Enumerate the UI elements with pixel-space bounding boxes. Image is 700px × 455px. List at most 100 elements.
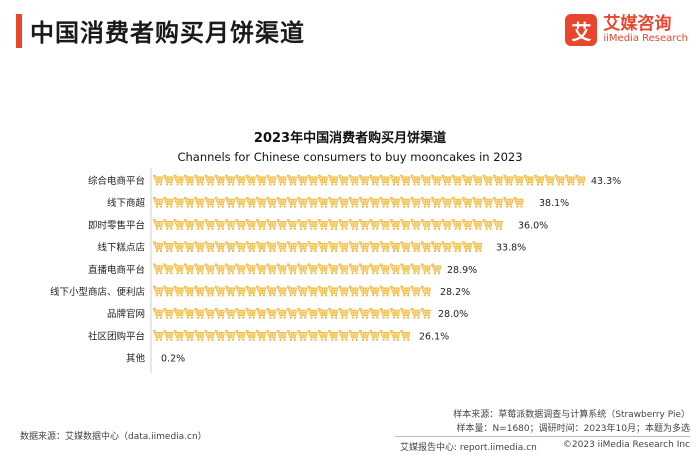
category-label: 即时零售平台 bbox=[88, 219, 145, 231]
cart-icon bbox=[451, 174, 462, 186]
cart-icon bbox=[286, 307, 297, 320]
cart-icon bbox=[400, 174, 411, 186]
cart-icon bbox=[389, 196, 400, 209]
cart-icon bbox=[153, 263, 163, 275]
cart-icon bbox=[276, 241, 287, 253]
cart-icon bbox=[492, 174, 503, 186]
category-label: 品牌官网 bbox=[107, 308, 145, 320]
cart-icon bbox=[286, 219, 297, 231]
cart-icon bbox=[482, 174, 493, 186]
cart-icon bbox=[317, 307, 328, 320]
cart-icon bbox=[451, 241, 462, 253]
copyright: ©2023 iiMedia Research Inc bbox=[562, 440, 690, 450]
cart-icon bbox=[348, 263, 359, 275]
cart-icon bbox=[183, 174, 194, 186]
cart-icon bbox=[420, 219, 431, 231]
cart-icon bbox=[410, 263, 421, 275]
cart-icon bbox=[431, 174, 442, 186]
cart-icon bbox=[194, 330, 205, 342]
cart-icon bbox=[297, 196, 308, 209]
chart-subtitle: Channels for Chinese consumers to buy mo… bbox=[177, 150, 523, 164]
cart-icon bbox=[359, 307, 369, 320]
cart-icon bbox=[276, 219, 287, 231]
footer-divider bbox=[395, 436, 690, 437]
cart-icon bbox=[173, 196, 184, 209]
cart-icon bbox=[472, 174, 483, 186]
cart-icon bbox=[235, 263, 246, 275]
cart-icon bbox=[410, 241, 421, 253]
cart-icon bbox=[245, 219, 256, 231]
cart-icon bbox=[194, 285, 205, 297]
cart-icon bbox=[328, 219, 339, 231]
cart-icon bbox=[338, 263, 349, 275]
cart-icon bbox=[256, 330, 266, 342]
cart-icon bbox=[286, 263, 297, 275]
cart-icon bbox=[410, 196, 421, 209]
cart-icon bbox=[400, 196, 411, 209]
cart-icon bbox=[225, 285, 236, 297]
cart-icon bbox=[276, 263, 287, 275]
value-label: 33.8% bbox=[496, 243, 526, 254]
category-label: 其他 bbox=[126, 353, 146, 365]
logo-mark-icon: 艾 bbox=[565, 14, 598, 46]
cart-icon bbox=[225, 330, 236, 342]
cart-icon bbox=[183, 263, 194, 275]
cart-icon bbox=[245, 330, 256, 342]
value-label: 28.9% bbox=[447, 265, 477, 276]
cart-icon bbox=[307, 241, 318, 253]
cart-icon bbox=[338, 219, 349, 231]
cart-icon bbox=[369, 219, 380, 231]
cart-icon bbox=[317, 196, 328, 209]
cart-icon bbox=[431, 263, 442, 275]
cart-icon bbox=[163, 174, 174, 186]
report-site-link[interactable]: 艾媒报告中心: report.iimedia.cn bbox=[400, 443, 537, 453]
cart-icon bbox=[389, 219, 400, 231]
cart-icon bbox=[431, 241, 442, 253]
bar bbox=[153, 263, 442, 275]
cart-icon bbox=[286, 196, 297, 209]
logo-name-en: iiMedia Research bbox=[603, 33, 688, 44]
cart-icon bbox=[286, 174, 297, 186]
cart-icon bbox=[173, 263, 184, 275]
cart-icon bbox=[328, 330, 339, 342]
cart-icon bbox=[451, 219, 462, 231]
cart-icon bbox=[400, 330, 411, 342]
cart-icon bbox=[420, 174, 431, 186]
cart-icon bbox=[163, 307, 174, 320]
cart-icon bbox=[389, 241, 400, 253]
bar-row: 其他 0.2% bbox=[126, 353, 185, 365]
cart-icon bbox=[266, 263, 277, 275]
cart-icon bbox=[173, 285, 184, 297]
cart-icon bbox=[400, 219, 411, 231]
cart-icon bbox=[307, 263, 318, 275]
bar bbox=[153, 241, 483, 253]
cart-icon bbox=[348, 219, 359, 231]
cart-icon bbox=[214, 241, 225, 253]
cart-icon bbox=[225, 307, 236, 320]
cart-icon bbox=[503, 174, 514, 186]
logo-name-cn: 艾媒咨询 bbox=[603, 14, 672, 34]
cart-icon bbox=[544, 174, 555, 186]
title-accent-bar bbox=[16, 14, 22, 48]
cart-icon bbox=[153, 241, 163, 253]
cart-icon bbox=[214, 263, 225, 275]
value-label: 28.0% bbox=[438, 309, 468, 320]
cart-icon bbox=[359, 196, 369, 209]
cart-icon bbox=[359, 174, 369, 186]
cart-icon bbox=[256, 263, 266, 275]
cart-icon bbox=[225, 241, 236, 253]
cart-icon bbox=[235, 330, 246, 342]
cart-icon bbox=[359, 219, 369, 231]
cart-icon bbox=[204, 241, 215, 253]
cart-icon bbox=[235, 174, 246, 186]
cart-icon bbox=[204, 263, 215, 275]
cart-icon bbox=[297, 285, 308, 297]
cart-icon bbox=[379, 307, 390, 320]
cart-icon bbox=[410, 285, 421, 297]
cart-icon bbox=[431, 196, 442, 209]
cart-icon bbox=[204, 196, 215, 209]
cart-icon bbox=[328, 174, 339, 186]
cart-icon bbox=[492, 196, 503, 209]
cart-icon bbox=[369, 263, 380, 275]
